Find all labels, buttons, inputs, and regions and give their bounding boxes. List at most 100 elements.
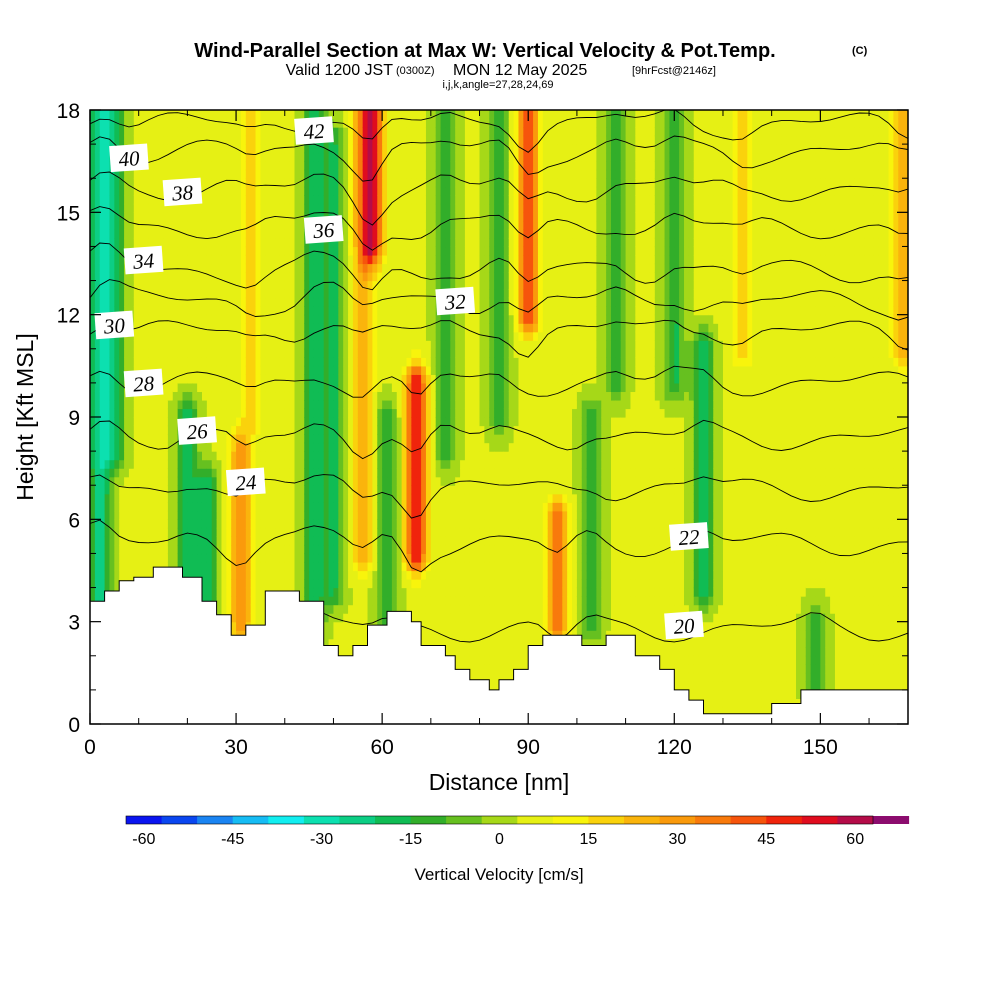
velocity-cell [275,442,281,452]
velocity-cell [372,178,378,188]
velocity-cell [226,272,232,282]
velocity-cell [372,442,378,452]
velocity-cell [425,536,432,546]
velocity-cell [265,442,271,452]
velocity-cell [240,451,247,461]
velocity-cell [362,161,369,171]
velocity-cell [260,161,266,171]
velocity-cell [406,144,412,154]
velocity-cell [328,237,335,248]
velocity-cell [240,169,247,179]
velocity-cell [206,331,213,341]
velocity-cell [167,144,174,154]
velocity-cell [231,272,237,282]
velocity-cell [416,536,422,546]
velocity-cell [201,408,208,418]
velocity-cell [289,553,296,563]
velocity-cell [255,417,262,427]
velocity-cell [284,519,291,529]
velocity-cell [362,451,369,461]
velocity-cell [279,246,286,256]
velocity-cell [411,374,417,384]
velocity-cell [260,510,266,520]
velocity-cell [333,323,339,333]
velocity-cell [114,391,120,401]
velocity-cell [148,485,154,495]
velocity-cell [192,536,198,546]
velocity-cell [158,118,164,128]
velocity-cell [260,237,266,248]
velocity-cell [411,417,417,427]
velocity-cell [294,425,300,435]
velocity-cell [328,152,335,162]
velocity-cell [270,306,276,316]
velocity-cell [119,391,125,401]
velocity-cell [304,254,310,265]
velocity-cell [182,510,188,520]
velocity-cell [114,237,120,248]
velocity-cell [416,493,422,503]
velocity-cell [372,135,378,145]
velocity-cell [328,638,335,648]
velocity-cell [313,510,320,520]
velocity-cell [236,127,242,137]
velocity-cell [401,579,408,589]
velocity-cell [206,297,213,307]
velocity-cell [333,161,339,171]
velocity-cell [167,442,174,452]
velocity-cell [119,135,125,145]
velocity-cell [255,561,262,572]
velocity-cell [387,229,393,239]
velocity-cell [270,382,276,393]
velocity-cell [362,493,369,503]
velocity-cell [206,596,213,606]
velocity-cell [401,417,408,427]
velocity-cell [313,587,320,597]
velocity-cell [309,280,315,290]
velocity-cell [348,570,354,580]
velocity-cell [348,434,354,444]
velocity-cell [143,314,150,324]
velocity-cell [284,382,291,393]
velocity-cell [289,476,296,486]
velocity-cell [348,152,354,162]
velocity-cell [167,408,174,418]
velocity-cell [323,263,330,273]
velocity-cell [391,417,398,427]
velocity-cell [348,348,354,358]
velocity-cell [343,348,349,358]
forecast-tag: [9hrFcst@2146z] [632,65,716,77]
velocity-cell [197,485,203,495]
velocity-cell [294,408,300,418]
velocity-cell [401,280,408,290]
velocity-cell [372,314,378,324]
velocity-cell [343,442,349,452]
velocity-cell [284,110,291,120]
velocity-cell [240,544,247,555]
velocity-cell [245,340,252,350]
velocity-cell [352,561,359,572]
velocity-cell [158,357,164,367]
velocity-cell [240,212,247,222]
velocity-cell [338,289,344,299]
velocity-cell [275,374,281,384]
velocity-cell [343,579,349,589]
velocity-cell [411,297,417,307]
velocity-cell [328,110,335,120]
velocity-cell [387,348,393,358]
velocity-cell [406,493,412,503]
velocity-cell [221,135,227,145]
velocity-cell [279,323,286,333]
velocity-cell [313,553,320,563]
velocity-cell [240,493,247,503]
velocity-cell [255,195,262,205]
velocity-cell [206,127,213,137]
velocity-cell [172,468,179,478]
velocity-cell [333,391,339,401]
velocity-cell [119,254,125,265]
velocity-cell [94,485,101,495]
velocity-cell [187,272,193,282]
velocity-cell [328,391,335,401]
velocity-cell [216,161,223,171]
velocity-cell [313,178,320,188]
